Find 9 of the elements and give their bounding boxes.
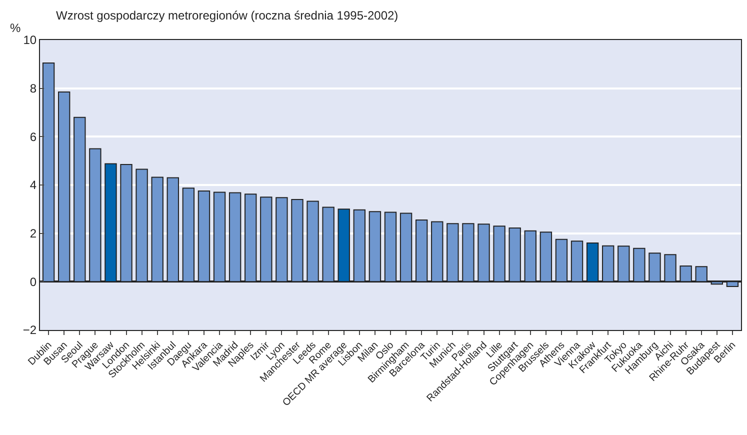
y-tick-label: 6 [30, 130, 37, 144]
y-axis-title: % [10, 21, 21, 35]
y-tick-label: 2 [30, 226, 37, 241]
y-tick-label: 0 [30, 274, 37, 289]
chart-title: Wzrost gospodarczy metroregionów (roczna średnia 1995-2002) [56, 8, 398, 22]
y-tick-label: 8 [30, 82, 37, 96]
y-tick-label: 10 [23, 33, 37, 48]
y-tick-label: −2 [22, 323, 37, 338]
y-tick-label: 4 [30, 178, 37, 192]
